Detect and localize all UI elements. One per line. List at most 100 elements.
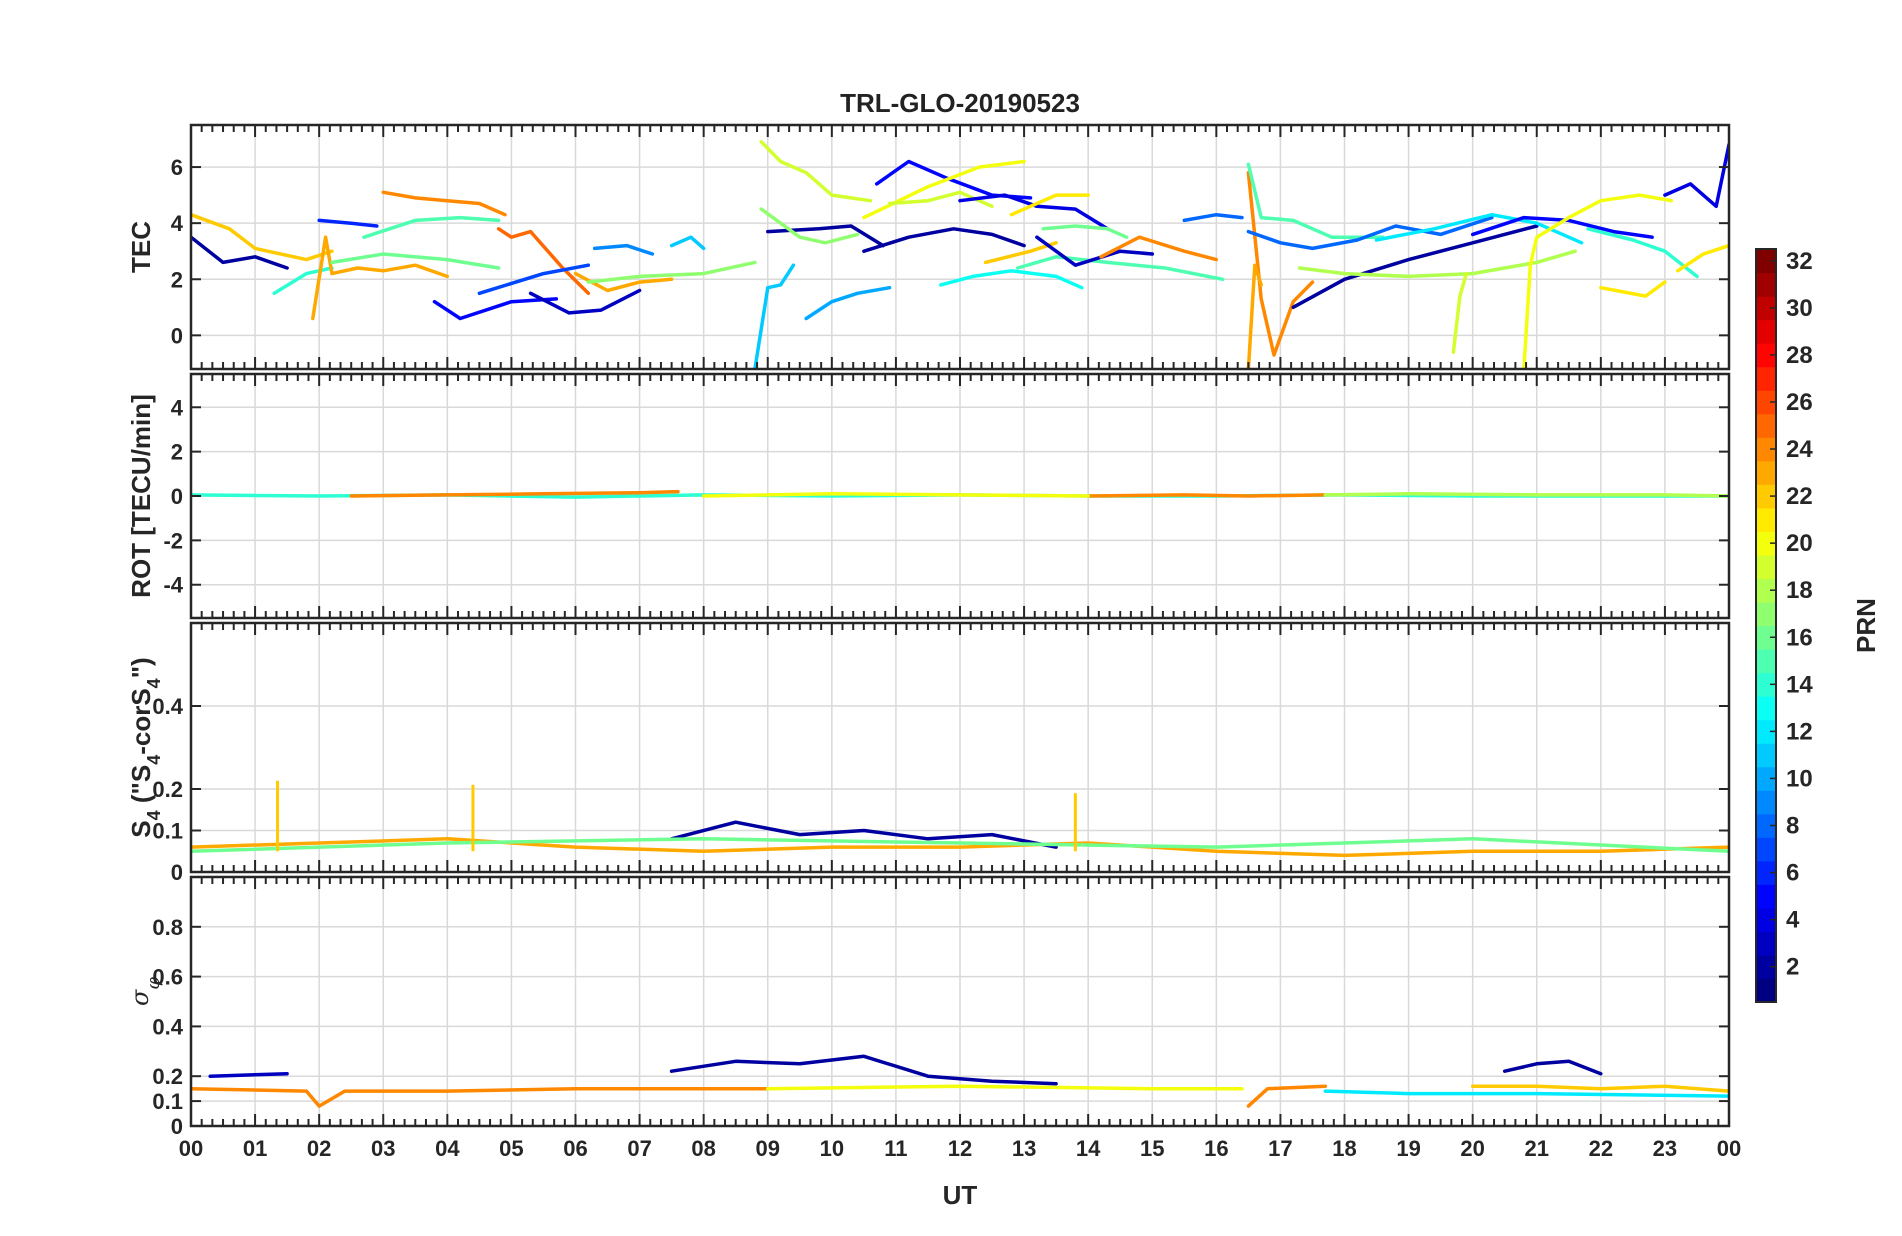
y-axis-label: ROT [TECU/min] [126,394,156,598]
colorbar-segment [1756,954,1776,980]
colorbar-tick-label: 30 [1786,295,1813,322]
colorbar-segment [1756,296,1776,321]
x-tick-label: 09 [756,1136,780,1161]
colorbar-tick-label: 20 [1786,530,1813,557]
y-tick-label: 0.1 [152,819,183,844]
colorbar-segment [1756,531,1776,556]
x-tick-label: 04 [435,1136,460,1161]
x-tick-label: 20 [1460,1136,1484,1161]
colorbar-segment [1756,343,1776,368]
colorbar-segment [1756,860,1776,885]
colorbar-segment [1756,978,1776,1003]
panel-s4: 0 0.1 0.2 0.4S4 ("S4-corS4") [126,621,1731,885]
series-prn-17 [759,207,860,245]
x-tick-label: 00 [1717,1136,1741,1161]
series-prn-11 [753,263,796,369]
panel-sigma-phi: 00.10.2 0.4 0.6 0.8 σφ [126,875,1731,1139]
colorbar-label: PRN [1851,598,1881,653]
y-tick-label: 0.1 [152,1089,183,1114]
series-prn-23 [311,235,450,321]
series-prn-18 [1297,249,1577,279]
x-tick-label: 10 [820,1136,844,1161]
colorbar-segment [1756,366,1776,391]
series-prn-3 [208,1071,289,1078]
colorbar-tick-label: 22 [1786,483,1813,510]
x-tick-label: 17 [1268,1136,1292,1161]
panel-frame [189,875,1731,1128]
colorbar-tick-label: 28 [1786,342,1813,369]
x-tick-label: 08 [691,1136,715,1161]
colorbar-segment [1756,460,1776,485]
series-prn-3 [1035,235,1155,267]
y-tick-label: 0 [171,1114,183,1139]
series-prn-2 [669,820,1058,849]
x-tick-label: 06 [563,1136,587,1161]
x-tick-label: 05 [499,1136,523,1161]
x-axis-label: UT [943,1180,978,1210]
panel-rot: -4 -2 0 2 4 ROT [TECU/min] [126,372,1731,620]
colorbar-segment [1756,672,1776,697]
series-prn-8 [1246,215,1494,251]
y-axis-label: S4 ("S4-corS4") [126,657,164,837]
series-prn-2 [1291,224,1539,310]
series-prn-25 [496,227,591,296]
x-tick-label: 14 [1076,1136,1101,1161]
colorbar-tick-label: 18 [1786,577,1813,604]
series-prn-5 [1470,215,1654,239]
colorbar-segment [1756,319,1776,344]
colorbar-segment [1756,625,1776,650]
y-tick-label: 2 [171,440,183,465]
series-prn-4 [958,193,1110,231]
x-tick-label: 22 [1589,1136,1613,1161]
colorbar-segment [1756,507,1776,532]
series-prn-21 [1599,280,1667,298]
y-tick-label: 0.8 [152,915,183,940]
y-tick-label: 0.2 [152,777,183,802]
colorbar-tick-label: 2 [1786,954,1799,981]
colorbar-segment [1756,884,1776,909]
series-prn-24 [1099,235,1219,262]
series-prn-13 [939,269,1084,290]
series-prn-24 [191,1086,770,1108]
x-tick-label: 01 [243,1136,267,1161]
colorbar-tick-label: 8 [1786,813,1799,840]
panel-frame [189,372,1731,620]
colorbar-segment [1756,766,1776,791]
series-prn-2 [1502,1059,1603,1076]
x-tick-label: 18 [1332,1136,1356,1161]
series-prn-8 [1182,212,1244,223]
series-prn-14 [272,266,334,296]
series-prn-15 [1015,255,1225,282]
x-tick-label: 23 [1653,1136,1677,1161]
series-prn-22 [1470,1084,1729,1093]
x-tick-label: 11 [884,1136,907,1161]
y-tick-label: -4 [163,573,183,598]
colorbar-segment [1756,578,1776,603]
series-prn-5 [432,297,559,321]
y-tick-label: 0 [171,323,183,348]
colorbar-segment [1756,907,1776,933]
series-prn-2 [669,1054,1058,1086]
x-tick-label: 15 [1140,1136,1164,1161]
series-prn-10 [804,285,892,321]
x-tick-label: 03 [371,1136,395,1161]
y-tick-label: 2 [171,267,183,292]
y-tick-label: 6 [171,155,183,180]
x-tick-label: 21 [1525,1136,1549,1161]
colorbar-tick-label: 10 [1786,765,1813,792]
y-tick-label: 0.6 [152,965,183,990]
series-prn-2 [766,224,885,248]
x-tick-label: 07 [627,1136,651,1161]
series-prn-2 [191,235,289,270]
series-prn-14 [1586,227,1699,279]
y-tick-label: 0.4 [152,1014,183,1039]
x-tick-label: 19 [1396,1136,1420,1161]
series-prn-12 [1323,1089,1729,1098]
colorbar-segment [1756,249,1776,274]
series-prn-24 [1246,1084,1328,1108]
colorbar-segment [1756,790,1776,815]
series-prn-19 [759,140,873,203]
colorbar-segment [1756,484,1776,509]
series-prn-7 [477,263,591,296]
